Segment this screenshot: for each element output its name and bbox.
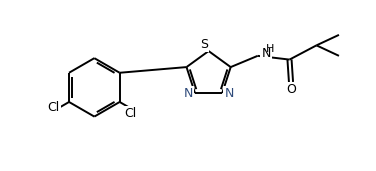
Text: N: N	[224, 87, 234, 100]
Text: Cl: Cl	[124, 107, 136, 120]
Text: H: H	[265, 44, 274, 54]
Text: N: N	[183, 87, 193, 100]
Text: O: O	[286, 83, 296, 96]
Text: Cl: Cl	[47, 101, 59, 114]
Text: S: S	[200, 38, 208, 51]
Text: N: N	[261, 48, 271, 61]
